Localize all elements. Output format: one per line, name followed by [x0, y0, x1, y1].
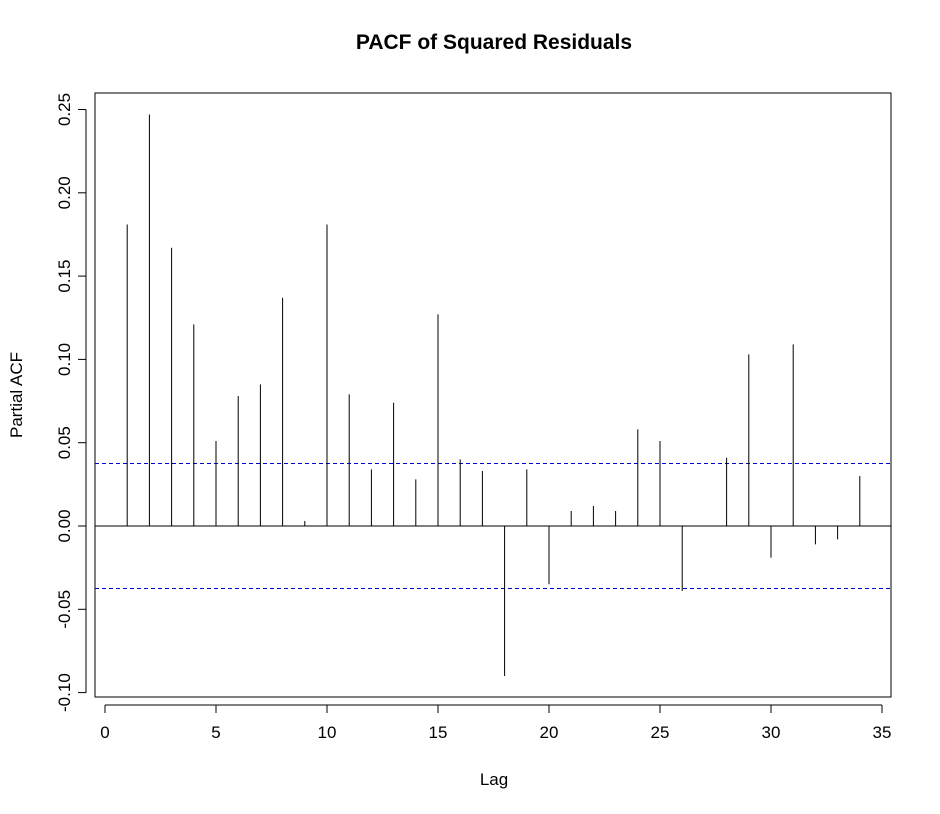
y-tick-label: -0.05 [55, 590, 74, 629]
y-tick-label: 0.20 [55, 176, 74, 209]
x-tick-label: 5 [211, 723, 220, 742]
plot-frame [94, 92, 892, 698]
x-tick-label: 35 [873, 723, 892, 742]
x-tick-label: 25 [651, 723, 670, 742]
y-tick-label: -0.10 [55, 673, 74, 712]
y-tick-label: 0.05 [55, 426, 74, 459]
x-tick-label: 0 [100, 723, 109, 742]
y-tick-label: 0.00 [55, 509, 74, 542]
x-tick-label: 15 [429, 723, 448, 742]
x-tick-label: 30 [762, 723, 781, 742]
x-axis-label: Lag [480, 770, 508, 789]
y-axis: -0.10 -0.05 0.00 0.05 0.10 0.15 0.20 0.25 [55, 93, 87, 712]
x-tick-label: 10 [318, 723, 337, 742]
y-tick-label: 0.15 [55, 260, 74, 293]
y-tick-label: 0.10 [55, 343, 74, 376]
chart-title: PACF of Squared Residuals [356, 31, 632, 54]
y-axis-label: Partial ACF [7, 352, 26, 438]
pacf-bars [126, 114, 861, 676]
y-tick-label: 0.25 [55, 93, 74, 126]
x-tick-label: 20 [540, 723, 559, 742]
x-axis: 0 5 10 15 20 25 30 35 [100, 704, 892, 742]
